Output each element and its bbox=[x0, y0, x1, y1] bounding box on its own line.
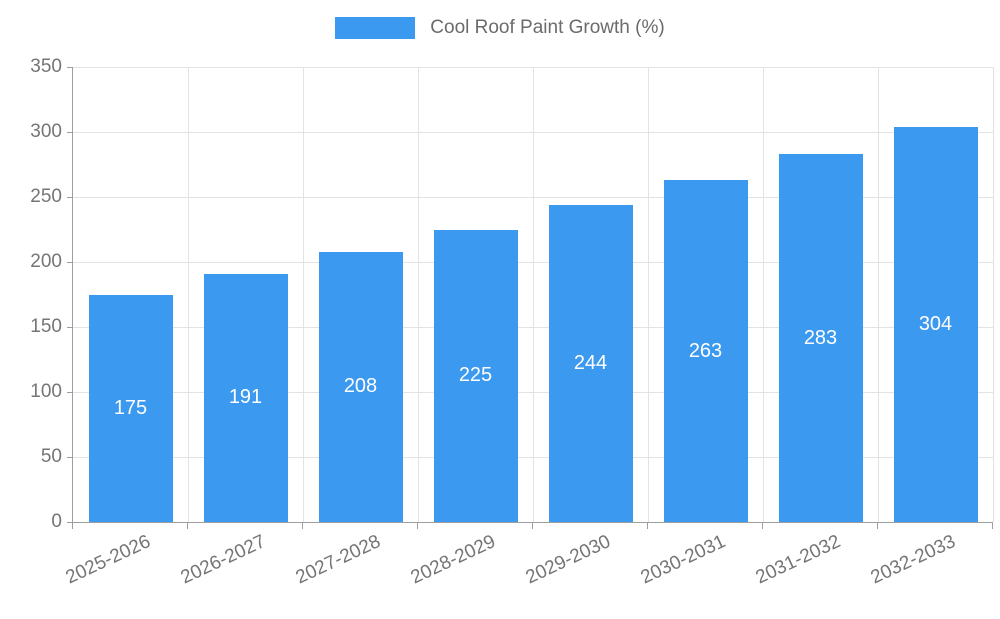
bar[interactable]: 191 bbox=[203, 273, 288, 522]
y-axis-label: 150 bbox=[30, 316, 62, 337]
bar-value-label: 263 bbox=[688, 339, 723, 362]
x-grid-line bbox=[878, 67, 879, 522]
x-tick bbox=[417, 522, 418, 529]
bar-value-label: 283 bbox=[803, 326, 838, 349]
x-grid-line bbox=[763, 67, 764, 522]
y-axis-label: 100 bbox=[30, 381, 62, 402]
bar-value-label: 175 bbox=[113, 396, 148, 419]
bar[interactable]: 304 bbox=[893, 126, 978, 522]
y-tick bbox=[67, 132, 73, 133]
x-tick bbox=[302, 522, 303, 529]
y-axis-label: 250 bbox=[30, 186, 62, 207]
bar-value-label: 244 bbox=[573, 351, 608, 374]
x-tick bbox=[647, 522, 648, 529]
y-tick bbox=[67, 262, 73, 263]
x-tick bbox=[762, 522, 763, 529]
bar-value-label: 304 bbox=[918, 312, 953, 335]
x-grid-line bbox=[418, 67, 419, 522]
y-tick bbox=[67, 327, 73, 328]
plot-area: 175 191 208 225 244 263 283 304 bbox=[73, 67, 994, 522]
bar[interactable]: 263 bbox=[663, 180, 748, 522]
x-grid-line bbox=[533, 67, 534, 522]
bar-value-label: 191 bbox=[228, 386, 263, 409]
x-tick bbox=[187, 522, 188, 529]
x-axis-line bbox=[67, 522, 993, 523]
x-grid-line bbox=[303, 67, 304, 522]
bar-value-label: 225 bbox=[458, 364, 493, 387]
bar[interactable]: 244 bbox=[548, 204, 633, 522]
y-axis-label: 50 bbox=[40, 446, 62, 467]
bar[interactable]: 175 bbox=[88, 294, 173, 522]
bar-chart: Cool Roof Paint Growth (%) 175 191 208 225 2… bbox=[0, 17, 1000, 589]
y-tick bbox=[67, 457, 73, 458]
y-axis-label: 350 bbox=[30, 56, 62, 77]
x-tick bbox=[532, 522, 533, 529]
x-grid-line bbox=[648, 67, 649, 522]
legend-label: Cool Roof Paint Growth (%) bbox=[430, 17, 665, 38]
y-axis-label: 0 bbox=[51, 511, 62, 532]
x-grid-line bbox=[188, 67, 189, 522]
y-tick bbox=[67, 392, 73, 393]
x-tick bbox=[992, 522, 993, 529]
legend-swatch-icon bbox=[335, 17, 416, 39]
y-tick bbox=[67, 67, 73, 68]
bar[interactable]: 283 bbox=[778, 154, 863, 522]
y-axis-label: 300 bbox=[30, 121, 62, 142]
x-grid-line bbox=[993, 67, 994, 522]
bar[interactable]: 225 bbox=[433, 229, 518, 522]
x-tick bbox=[72, 522, 73, 529]
y-tick bbox=[67, 522, 73, 523]
y-axis-line bbox=[72, 67, 73, 523]
y-tick bbox=[67, 197, 73, 198]
x-tick bbox=[877, 522, 878, 529]
bar[interactable]: 208 bbox=[318, 251, 403, 522]
y-axis-label: 200 bbox=[30, 251, 62, 272]
bar-value-label: 208 bbox=[343, 375, 378, 398]
legend[interactable]: Cool Roof Paint Growth (%) bbox=[0, 17, 1000, 39]
